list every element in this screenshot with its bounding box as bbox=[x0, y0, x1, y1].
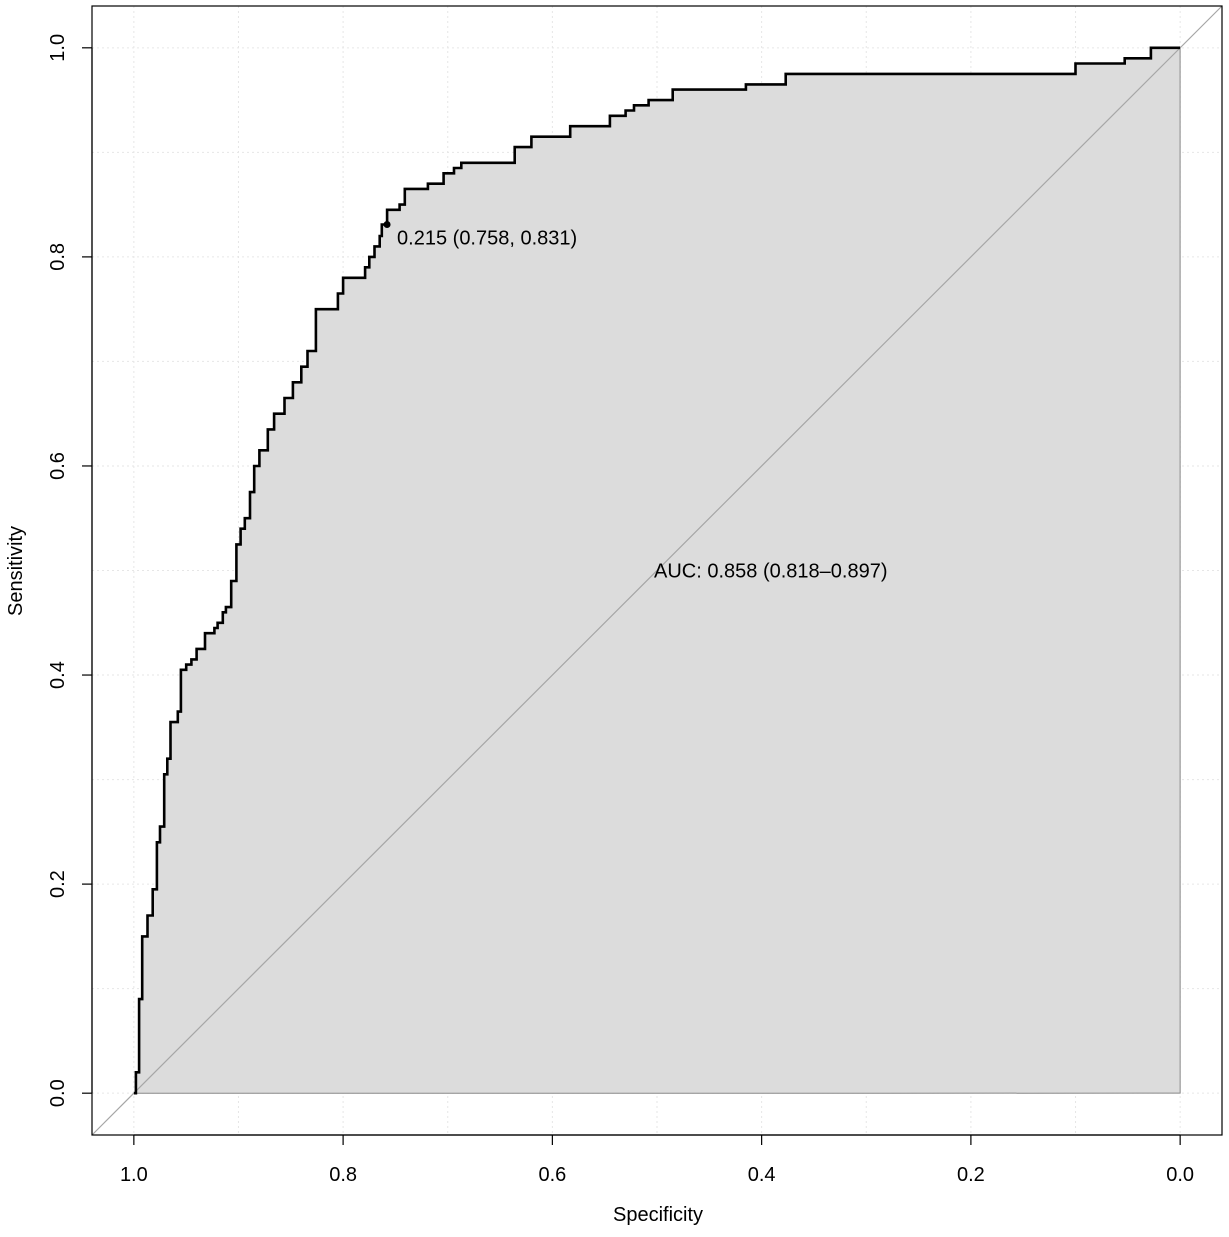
best-threshold-point bbox=[383, 220, 391, 228]
roc-curve-line bbox=[133, 46, 1181, 1095]
x-tick-label: 0.8 bbox=[329, 1164, 357, 1186]
y-tick-label: 0.4 bbox=[47, 661, 69, 689]
y-tick-label: 0.6 bbox=[47, 452, 69, 480]
y-tick-label: 0.8 bbox=[47, 243, 69, 271]
x-axis-title: Specificity bbox=[613, 1204, 703, 1226]
y-tick-label: 1.0 bbox=[47, 34, 69, 62]
x-tick-label: 0.4 bbox=[748, 1164, 776, 1186]
auc-label: AUC: 0.858 (0.818–0.897) bbox=[654, 561, 888, 583]
x-tick-label: 0.6 bbox=[538, 1164, 566, 1186]
best-threshold-label: 0.215 (0.758, 0.831) bbox=[397, 227, 577, 249]
y-axis-title: Sensitivity bbox=[5, 526, 27, 616]
x-tick-label: 0.2 bbox=[957, 1164, 985, 1186]
reference-diagonal bbox=[91, 5, 1223, 1136]
y-tick-label: 0.2 bbox=[47, 870, 69, 898]
y-tick-label: 0.0 bbox=[47, 1079, 69, 1107]
x-tick-label: 1.0 bbox=[120, 1164, 148, 1186]
x-axis: 1.0 0.8 0.6 0.4 0.2 0.0 bbox=[120, 1134, 1194, 1186]
y-axis: 0.0 0.2 0.4 0.6 0.8 1.0 bbox=[47, 34, 93, 1107]
x-tick-label: 0.0 bbox=[1166, 1164, 1194, 1186]
